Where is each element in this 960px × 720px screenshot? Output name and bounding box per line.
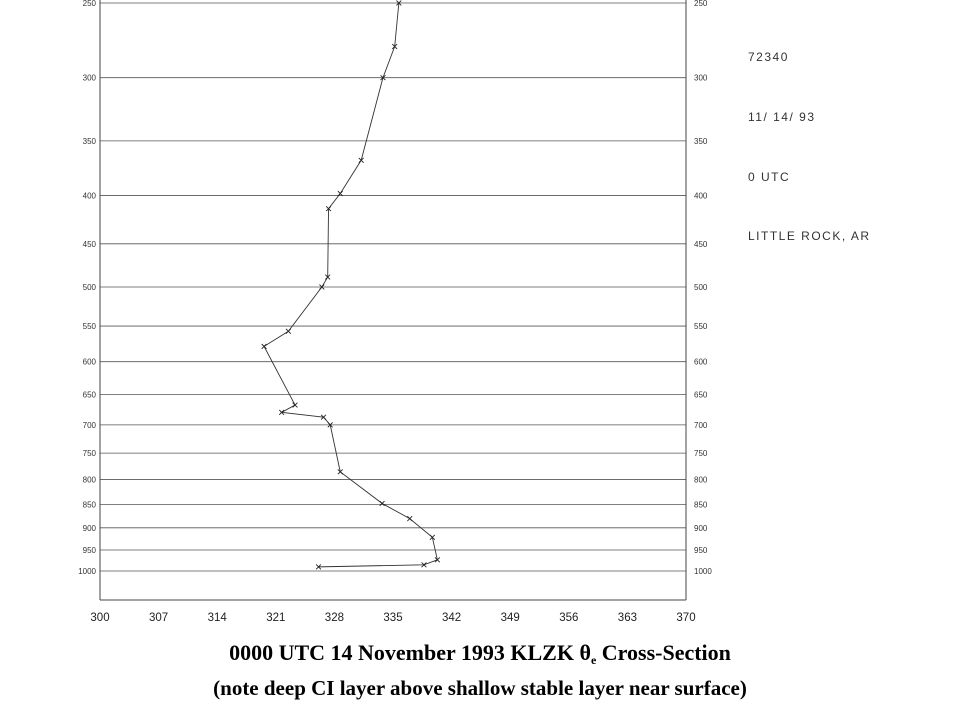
data-point xyxy=(320,414,327,420)
y-tick-label-left-600: 600 xyxy=(83,358,97,367)
y-tick-label-right-250: 250 xyxy=(694,0,708,8)
y-tick-label-right-450: 450 xyxy=(694,240,708,249)
station-id: 72340 xyxy=(748,50,789,64)
data-point xyxy=(391,43,398,50)
data-point xyxy=(325,205,332,212)
y-tick-label-right-300: 300 xyxy=(694,74,708,83)
data-point xyxy=(429,534,436,540)
x-tick-label-314: 314 xyxy=(208,612,228,624)
data-point xyxy=(278,409,285,416)
y-tick-label-left-800: 800 xyxy=(83,476,97,485)
y-tick-label-right-600: 600 xyxy=(694,358,708,367)
chart-subtitle: (note deep CI layer above shallow stable… xyxy=(213,676,747,700)
y-tick-label-right-350: 350 xyxy=(694,137,708,146)
data-point xyxy=(434,557,441,563)
y-tick-label-right-950: 950 xyxy=(694,546,708,555)
x-tick-label-370: 370 xyxy=(676,612,695,624)
y-tick-label-right-500: 500 xyxy=(694,283,708,292)
y-tick-labels-left: 250 300 350 400 450 500 550 600 650 700 750 800 850 9… xyxy=(78,0,96,576)
x-tick-labels: 300 307 314 321 328 335 342 349 356 363 370 xyxy=(90,612,695,624)
y-tick-labels-right: 250 300 350 400 450 500 550 600 650 700 750 800 850 9… xyxy=(694,0,712,576)
y-tick-label-left-700: 700 xyxy=(83,421,97,430)
theta-symbol: θ xyxy=(579,640,591,665)
data-point xyxy=(292,402,298,408)
y-tick-label-right-850: 850 xyxy=(694,500,708,509)
theta-e-chart: 250 300 350 400 450 500 550 600 650 700 750 800 850 9… xyxy=(78,0,712,624)
series-line-0 xyxy=(263,2,438,568)
theta-subscript: e xyxy=(590,653,597,667)
y-tick-label-right-700: 700 xyxy=(694,421,708,430)
x-tick-label-328: 328 xyxy=(325,612,344,624)
y-tick-label-right-750: 750 xyxy=(694,449,708,458)
x-tick-label-349: 349 xyxy=(501,612,520,624)
y-tick-label-right-400: 400 xyxy=(694,192,708,201)
data-point xyxy=(327,422,333,428)
data-point xyxy=(315,564,322,570)
data-point xyxy=(324,274,331,280)
y-tick-label-left-1000: 1000 xyxy=(78,567,96,576)
chart-title: 0000 UTC 14 November 1993 KLZK θe Cross-… xyxy=(0,640,960,668)
title-main: 0000 UTC 14 November 1993 KLZK xyxy=(229,640,574,665)
y-tick-label-right-650: 650 xyxy=(694,390,708,399)
y-tick-label-right-550: 550 xyxy=(694,322,708,331)
y-tick-label-right-900: 900 xyxy=(694,524,708,533)
y-tick-label-left-650: 650 xyxy=(83,390,97,399)
y-tick-label-left-400: 400 xyxy=(83,192,97,201)
y-tick-label-left-750: 750 xyxy=(83,449,97,458)
x-tick-label-307: 307 xyxy=(149,612,168,624)
y-tick-label-left-250: 250 xyxy=(83,0,97,8)
x-tick-label-300: 300 xyxy=(90,612,109,624)
y-tick-label-right-800: 800 xyxy=(694,476,708,485)
x-tick-label-335: 335 xyxy=(383,612,402,624)
x-tick-label-356: 356 xyxy=(559,612,578,624)
data-point xyxy=(358,157,364,164)
y-tick-label-left-350: 350 xyxy=(83,137,97,146)
y-tick-label-left-550: 550 xyxy=(83,322,97,331)
data-point xyxy=(407,515,413,522)
data-point xyxy=(285,328,292,334)
y-tick-label-right-1000: 1000 xyxy=(694,567,712,576)
data-point xyxy=(379,500,385,507)
x-tick-label-342: 342 xyxy=(442,612,461,624)
station-location: LITTLE ROCK, AR xyxy=(748,229,871,243)
data-point xyxy=(380,74,386,81)
x-tick-label-321: 321 xyxy=(266,612,285,624)
data-point xyxy=(337,469,343,475)
y-tick-label-left-500: 500 xyxy=(83,283,97,292)
data-point xyxy=(337,190,343,197)
x-tick-label-363: 363 xyxy=(618,612,637,624)
data-point xyxy=(261,343,267,350)
y-tick-label-left-950: 950 xyxy=(83,546,97,555)
data-point xyxy=(396,0,402,6)
y-tick-label-left-900: 900 xyxy=(83,524,97,533)
station-date: 11/ 14/ 93 xyxy=(748,110,816,124)
data-point xyxy=(319,284,325,290)
theta-e-series xyxy=(261,0,441,570)
title-suffix: Cross-Section xyxy=(601,640,731,665)
y-tick-label-left-300: 300 xyxy=(83,74,97,83)
gridlines xyxy=(100,2,686,572)
data-point xyxy=(421,562,427,568)
station-time: 0 UTC xyxy=(748,170,791,184)
y-tick-label-left-850: 850 xyxy=(83,500,97,509)
y-tick-label-left-450: 450 xyxy=(83,240,97,249)
